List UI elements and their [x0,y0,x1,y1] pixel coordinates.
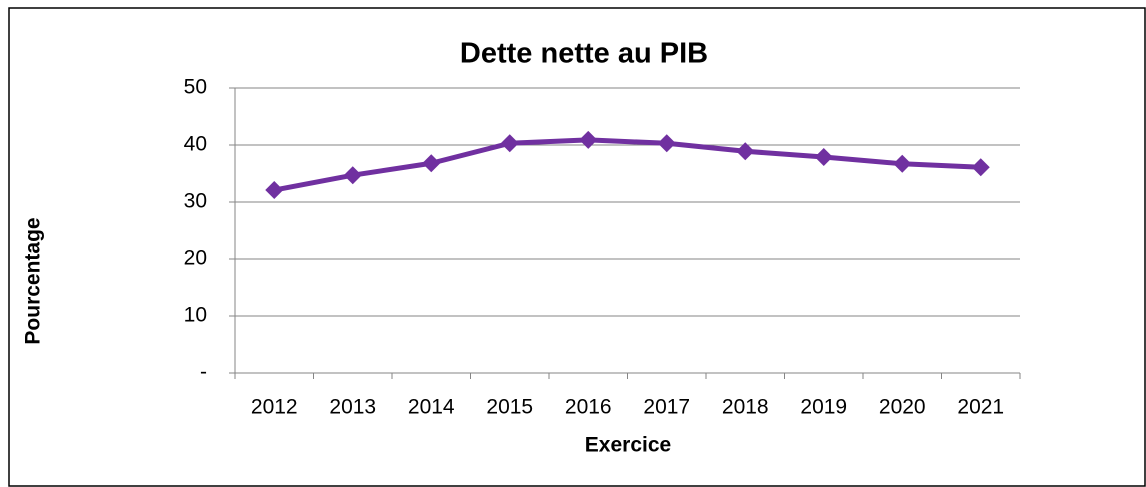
x-tick-label: 2021 [957,396,1004,419]
chart-title: Dette nette au PIB [460,38,708,70]
data-marker [422,154,441,173]
x-tick-label: 2020 [879,396,926,419]
x-tick-label: 2018 [722,396,769,419]
data-marker [971,158,990,177]
x-tick-label: 2016 [565,396,612,419]
y-tick-label: 10 [184,304,207,327]
data-marker [343,166,362,185]
data-marker [579,130,598,149]
data-line [273,137,981,193]
y-tick-label: 50 [184,76,207,99]
y-axis-label: Pourcentage [22,217,45,344]
x-tick-label: 2012 [251,396,298,419]
x-tick-label: 2019 [800,396,847,419]
data-marker [500,134,519,153]
x-tick-label: 2013 [329,396,376,419]
y-tick-label: 20 [184,247,207,270]
y-tick-label: 40 [184,133,207,156]
x-tick-label: 2014 [408,396,455,419]
data-marker [814,147,833,166]
data-marker [265,181,284,200]
x-axis-label: Exercice [585,434,671,457]
data-marker [657,134,676,153]
x-tick-label: 2015 [486,396,533,419]
y-tick-label: 30 [184,190,207,213]
data-marker [893,154,912,173]
data-marker [736,142,755,161]
x-tick-label: 2017 [643,396,690,419]
y-tick-label: - [200,361,207,384]
